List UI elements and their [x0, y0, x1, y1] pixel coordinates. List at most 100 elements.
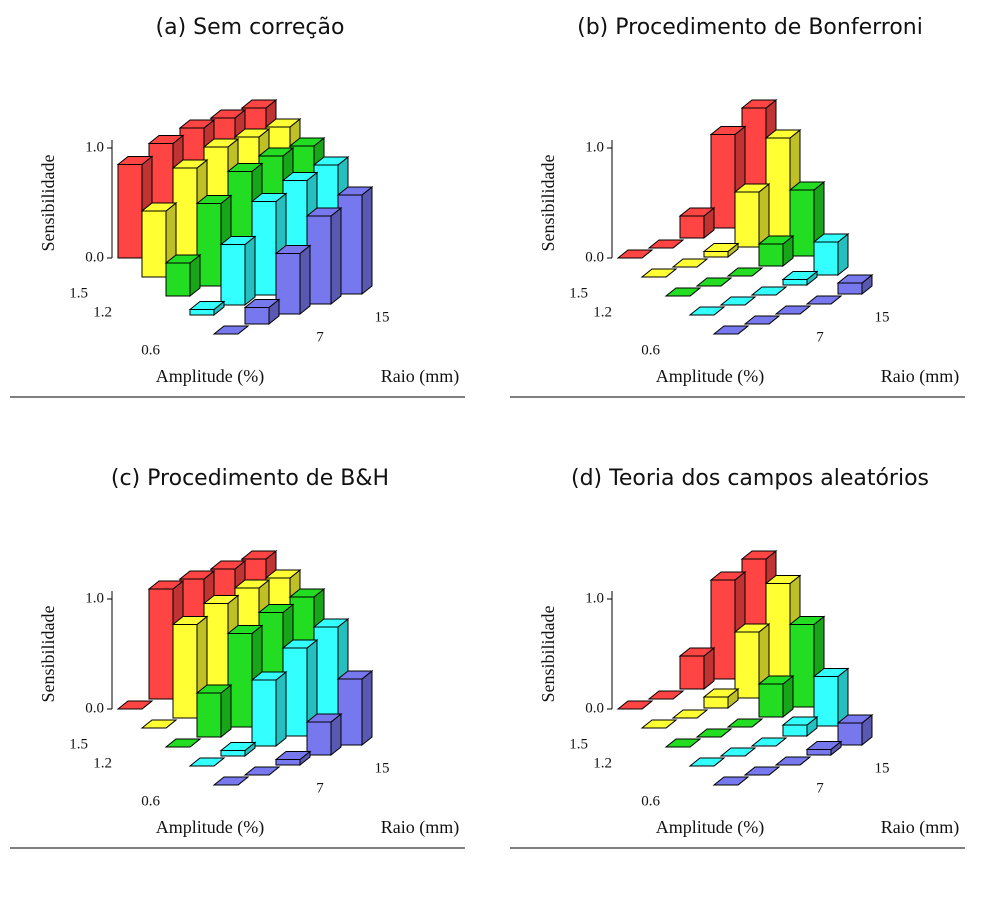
- bar-front: [679, 215, 705, 239]
- bar-front: [813, 241, 839, 276]
- bar: [774, 305, 812, 315]
- bar-top: [616, 700, 654, 710]
- bar-side-shade: [728, 243, 738, 257]
- bar-top: [812, 668, 850, 677]
- bar-top: [195, 684, 233, 694]
- bar: [671, 709, 709, 719]
- bar-side-shade: [362, 187, 372, 294]
- bar: [774, 756, 812, 766]
- bar-side-shade: [245, 236, 255, 305]
- bar-top: [774, 305, 812, 315]
- bar-front: [220, 750, 246, 757]
- z-tick-label: 0.0: [85, 249, 104, 265]
- bar-top: [202, 595, 240, 604]
- bar-top: [171, 616, 209, 625]
- bar: [678, 646, 716, 691]
- bar-top: [695, 728, 733, 738]
- bar-top: [305, 713, 343, 723]
- bar-top: [195, 195, 233, 204]
- bar-top: [709, 126, 747, 135]
- bar-top: [836, 714, 874, 724]
- bar: [219, 235, 257, 307]
- bar: [719, 296, 757, 306]
- bar-top: [264, 569, 302, 579]
- bar-top: [702, 688, 740, 698]
- bar-top: [671, 258, 709, 268]
- bar-top: [336, 670, 374, 680]
- bar-front: [765, 583, 791, 689]
- x-tick-label: 15: [375, 309, 390, 325]
- bar-front: [172, 624, 198, 719]
- bar: [712, 776, 750, 786]
- bar-side-shade: [704, 208, 714, 238]
- row-tick-label: 1.5: [69, 736, 88, 752]
- bar-top: [250, 193, 288, 202]
- bar-top: [750, 286, 788, 296]
- bar-top: [688, 306, 726, 316]
- bar: [219, 741, 257, 758]
- bar-top: [209, 560, 247, 570]
- bar-side-shade: [300, 245, 310, 314]
- chart-title: (d) Teoria dos campos aleatórios: [571, 466, 929, 491]
- bar-top: [164, 738, 202, 748]
- bar-top: [147, 135, 185, 144]
- y-axis-label: Raio (mm): [881, 817, 960, 838]
- row-tick-label: 1.2: [93, 304, 112, 320]
- bar-top: [726, 718, 764, 728]
- z-axis-label: Sensibilidade: [538, 155, 558, 252]
- bar-front: [758, 243, 784, 267]
- bar-top: [616, 249, 654, 259]
- bar-top: [750, 737, 788, 747]
- bar-front: [710, 579, 736, 680]
- bar-front: [789, 189, 815, 257]
- x-tick-label: 7: [816, 329, 824, 345]
- y-axis-label: Raio (mm): [881, 366, 960, 387]
- bar: [116, 700, 154, 710]
- bar-top: [312, 156, 350, 166]
- bar: [616, 249, 654, 259]
- bar: [743, 315, 781, 325]
- bar-front: [813, 676, 839, 727]
- bar-side-shade: [838, 668, 848, 726]
- bar: [281, 638, 319, 738]
- bar-front: [837, 722, 863, 746]
- bar-top: [264, 118, 302, 128]
- bar-top: [288, 137, 326, 147]
- bar: [695, 277, 733, 287]
- z-tick-label: 1.0: [585, 590, 604, 606]
- bar-top: [726, 267, 764, 277]
- bar-front: [710, 134, 736, 229]
- bar-front: [782, 279, 808, 286]
- x-tick-label: 7: [316, 329, 324, 345]
- bar-top: [733, 183, 771, 193]
- bar-side-shade: [300, 751, 310, 765]
- bar-side-shade: [831, 741, 841, 755]
- bar-top: [233, 579, 271, 589]
- z-axis-label: Sensibilidade: [38, 155, 58, 252]
- bar: [836, 713, 874, 747]
- z-tick-label: 1.0: [85, 139, 104, 155]
- bar-front: [227, 633, 253, 728]
- bar-front: [244, 307, 270, 325]
- bar-top: [240, 99, 278, 109]
- bar-top: [257, 147, 295, 157]
- bar: [836, 273, 874, 296]
- bar: [812, 667, 850, 728]
- bar-front: [251, 679, 277, 747]
- x-tick-label: 15: [375, 760, 390, 776]
- bar-top: [719, 296, 757, 306]
- row-tick-label: 1.5: [569, 285, 588, 301]
- bar-front: [189, 309, 215, 316]
- bar-top: [757, 235, 795, 245]
- bar: [164, 738, 202, 748]
- bar-side-shade: [862, 275, 872, 294]
- bar-top: [740, 550, 778, 560]
- bar-top: [212, 776, 250, 786]
- bar-top: [678, 647, 716, 657]
- bar: [274, 750, 312, 767]
- bar: [712, 325, 750, 335]
- bar-front: [306, 721, 332, 756]
- bar: [757, 674, 795, 719]
- x-axis-label: Amplitude (%): [656, 366, 764, 387]
- bar-front: [275, 759, 301, 766]
